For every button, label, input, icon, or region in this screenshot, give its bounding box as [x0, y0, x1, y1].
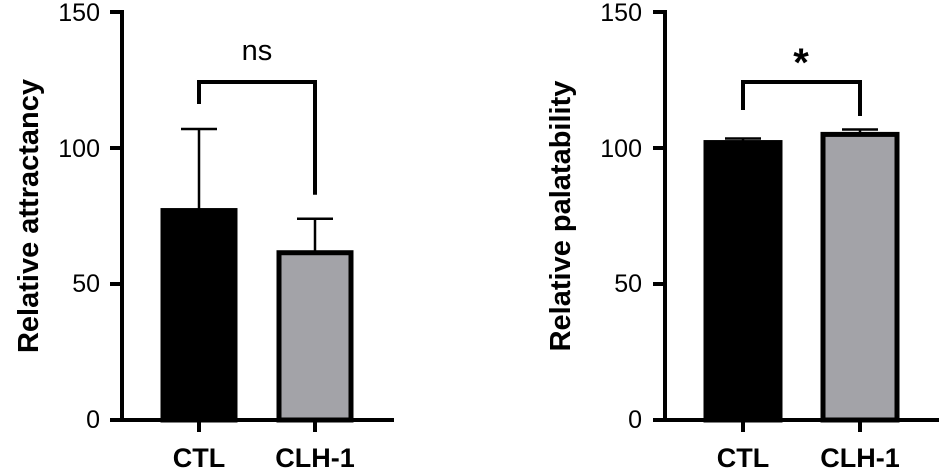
palatability-chart: Relative palatability 150 100 50 0 CTL C…: [545, 0, 939, 470]
x-category-label-ctl: CTL: [717, 443, 769, 470]
y-axis-title: Relative palatability: [545, 81, 577, 352]
y-tick-label-0: 0: [86, 406, 100, 434]
bar-ctl: [703, 140, 783, 423]
significance-bracket: [741, 80, 862, 116]
significance-label: ns: [242, 35, 273, 67]
y-tick-label-150: 150: [600, 0, 642, 27]
x-category-label-ctl: CTL: [173, 443, 225, 470]
significance-bracket: [197, 80, 317, 195]
y-tick-label-0: 0: [628, 406, 642, 434]
x-category-label-clh-1: CLH-1: [820, 443, 900, 470]
attractancy-chart: Relative attractancy 150 100 50 0 CTL CL…: [13, 0, 394, 470]
y-axis-title: Relative attractancy: [13, 79, 45, 353]
x-category-label-clh-1: CLH-1: [275, 443, 355, 470]
y-tick-label-50: 50: [614, 270, 642, 298]
bar-clh-1: [276, 250, 354, 423]
bar-ctl: [160, 208, 238, 423]
y-tick-label-100: 100: [58, 135, 100, 163]
significance-label: *: [793, 41, 809, 85]
y-tick-label-50: 50: [72, 270, 100, 298]
y-tick-label-150: 150: [58, 0, 100, 27]
y-tick-label-100: 100: [600, 135, 642, 163]
bar-clh-1: [820, 131, 900, 423]
